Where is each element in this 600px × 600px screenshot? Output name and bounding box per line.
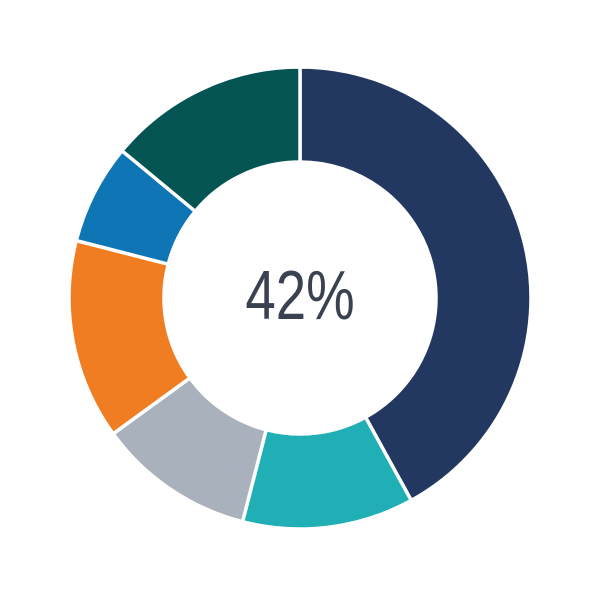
donut-segment-dark-green — [120, 65, 302, 214]
donut-segment-navy — [298, 65, 533, 503]
donut-center-label: 42% — [245, 256, 355, 335]
